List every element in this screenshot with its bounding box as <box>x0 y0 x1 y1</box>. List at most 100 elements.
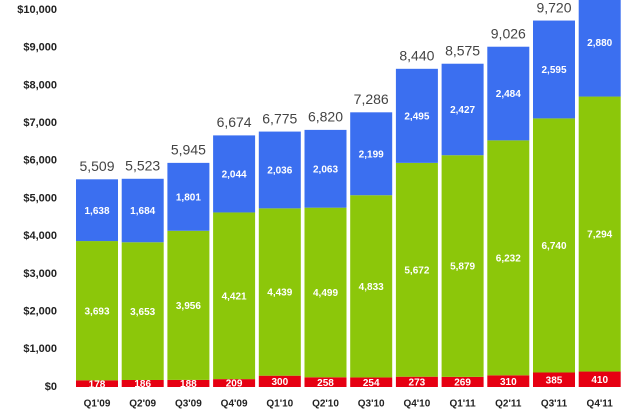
bar-segment <box>441 155 484 377</box>
value-label: 5,879 <box>450 262 475 273</box>
bar-segment <box>76 380 118 387</box>
y-tick-label: $8,000 <box>23 79 57 91</box>
value-label: 2,199 <box>359 149 384 160</box>
total-label: 8,440 <box>399 48 434 64</box>
bar-segment <box>121 178 164 243</box>
value-label: 273 <box>409 377 426 388</box>
x-tick-label: Q1'10 <box>266 399 293 410</box>
y-tick-label: $6,000 <box>23 155 57 167</box>
total-label: 9,026 <box>491 25 526 41</box>
bar-segment <box>350 195 393 378</box>
x-tick-label: Q1'11 <box>449 399 476 410</box>
bar-segment <box>395 376 438 387</box>
value-label: 300 <box>271 377 288 388</box>
value-label: 258 <box>317 378 334 389</box>
value-label: 1,684 <box>130 206 155 217</box>
value-label: 4,833 <box>359 282 384 293</box>
bar-segment <box>487 375 530 387</box>
bar-segment <box>258 375 301 387</box>
bar-segment <box>533 372 575 387</box>
value-label: 3,653 <box>130 307 155 318</box>
bar-segment <box>258 131 301 209</box>
x-tick-label: Q4'09 <box>221 399 248 410</box>
value-label: 4,439 <box>267 288 292 299</box>
x-tick-label: Q1'09 <box>84 399 111 410</box>
bar-segment <box>578 0 621 97</box>
bar-segment <box>167 162 210 231</box>
bar-segment <box>213 135 256 213</box>
value-label: 3,693 <box>84 306 109 317</box>
value-label: 6,232 <box>496 253 521 264</box>
value-label: 188 <box>180 379 197 390</box>
total-label: 5,509 <box>79 158 114 174</box>
value-label: 2,495 <box>404 111 429 122</box>
total-label: 9,720 <box>536 0 571 15</box>
bar-segment <box>395 162 438 377</box>
y-tick-label: $5,000 <box>23 192 57 204</box>
bar-segment <box>395 68 438 163</box>
bar-segment <box>121 379 164 387</box>
value-label: 2,595 <box>541 65 566 76</box>
value-label: 5,672 <box>404 265 429 276</box>
y-tick-label: $7,000 <box>23 117 57 129</box>
value-label: 4,421 <box>222 291 247 302</box>
bar-segment <box>304 207 347 378</box>
total-label: 6,820 <box>308 109 343 125</box>
bar-segment <box>76 241 118 381</box>
value-label: 2,484 <box>496 89 521 100</box>
x-tick-label: Q3'09 <box>175 399 202 410</box>
x-tick-label: Q4'10 <box>403 399 430 410</box>
bar-segment <box>487 140 530 376</box>
bar-segment <box>121 242 164 380</box>
bar-segment <box>533 20 575 119</box>
value-label: 209 <box>226 379 243 390</box>
x-tick-label: Q4'11 <box>587 399 614 410</box>
bar-segment <box>213 379 256 387</box>
total-label: 5,945 <box>171 142 206 158</box>
value-label: 3,956 <box>176 301 201 312</box>
bar-segment <box>441 63 484 156</box>
bar-segment <box>167 230 210 380</box>
y-tick-label: $4,000 <box>23 230 57 242</box>
value-label: 1,638 <box>84 206 109 217</box>
value-label: 254 <box>363 378 380 389</box>
bar-segment <box>213 212 256 380</box>
bar-segment <box>350 377 393 387</box>
value-label: 186 <box>134 379 151 390</box>
bar-segment <box>258 208 301 376</box>
x-tick-label: Q2'09 <box>129 399 156 410</box>
x-tick-label: Q3'10 <box>358 399 385 410</box>
bar-segment <box>304 129 347 208</box>
bar-segment <box>304 377 347 387</box>
y-tick-label: $2,000 <box>23 306 57 318</box>
bar-segment <box>578 371 621 387</box>
total-label: 6,775 <box>262 110 297 126</box>
bar-segment <box>533 118 575 373</box>
x-tick-label: Q2'10 <box>312 399 339 410</box>
value-label: 6,740 <box>541 241 566 252</box>
bar-segment <box>76 179 118 242</box>
bar-segment <box>441 376 484 387</box>
value-label: 7,294 <box>587 230 612 241</box>
bar-segment <box>167 379 210 387</box>
y-tick-label: $0 <box>45 381 57 393</box>
value-label: 410 <box>591 375 608 386</box>
value-label: 2,880 <box>587 38 612 49</box>
value-label: 2,036 <box>267 166 292 177</box>
y-tick-label: $1,000 <box>23 343 57 355</box>
x-tick-label: Q3'11 <box>541 399 568 410</box>
value-label: 385 <box>546 375 563 386</box>
bar-segment <box>350 112 393 196</box>
value-label: 4,499 <box>313 288 338 299</box>
x-tick-label: Q2'11 <box>495 399 522 410</box>
value-label: 2,063 <box>313 164 338 175</box>
value-label: 269 <box>454 378 471 389</box>
value-label: 2,044 <box>222 170 247 181</box>
y-tick-label: $10,000 <box>17 4 57 16</box>
value-label: 178 <box>89 379 106 390</box>
y-tick-label: $9,000 <box>23 42 57 54</box>
bar-segment <box>487 46 530 141</box>
value-label: 1,801 <box>176 192 201 203</box>
total-label: 8,575 <box>445 42 480 58</box>
